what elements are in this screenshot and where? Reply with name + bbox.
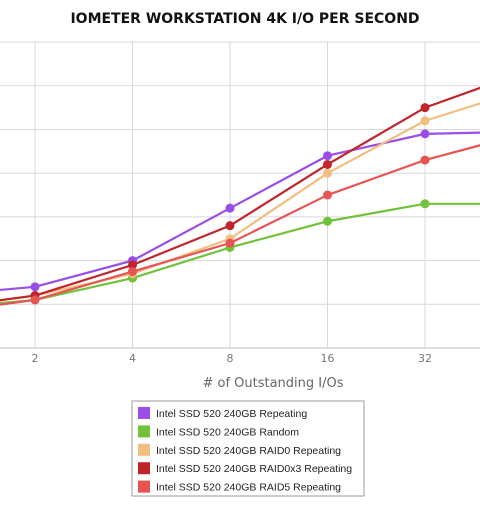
series-1 bbox=[0, 199, 480, 305]
legend-label: Intel SSD 520 240GB RAID5 Repeating bbox=[156, 482, 341, 494]
data-point bbox=[225, 238, 235, 248]
legend-label: Intel SSD 520 240GB Random bbox=[156, 426, 299, 438]
series-4 bbox=[0, 144, 480, 306]
data-point bbox=[323, 151, 332, 161]
series-line bbox=[0, 86, 480, 302]
legend-swatch bbox=[138, 425, 150, 438]
chart-title: IOMETER WORKSTATION 4K I/O PER SECOND bbox=[70, 11, 419, 27]
data-point bbox=[420, 155, 430, 165]
x-tick-label: 8 bbox=[227, 352, 234, 365]
data-point bbox=[323, 190, 332, 200]
legend-label: Intel SSD 520 240GB Repeating bbox=[156, 408, 307, 420]
legend-box bbox=[131, 400, 365, 497]
data-point bbox=[323, 168, 332, 178]
series-lines bbox=[0, 86, 480, 306]
x-axis-label: # of Outstanding I/Os bbox=[202, 376, 343, 391]
data-point bbox=[30, 282, 40, 292]
data-point bbox=[225, 203, 235, 213]
data-point bbox=[323, 216, 332, 226]
legend-label: Intel SSD 520 240GB RAID0 Repeating bbox=[156, 445, 341, 457]
legend-swatch bbox=[138, 480, 150, 493]
data-point bbox=[420, 129, 430, 139]
x-tick-label: 32 bbox=[418, 352, 432, 365]
grid bbox=[0, 41, 480, 349]
data-point bbox=[323, 159, 332, 169]
x-tick-label: 16 bbox=[321, 352, 335, 365]
data-point bbox=[128, 260, 137, 270]
x-axis-ticks: 2 4 8 16 32 bbox=[32, 352, 433, 365]
data-point bbox=[128, 267, 137, 277]
data-point bbox=[30, 295, 40, 305]
series-3 bbox=[0, 86, 480, 302]
data-point bbox=[420, 199, 430, 209]
series-line bbox=[0, 131, 480, 292]
data-point bbox=[420, 116, 430, 126]
legend: Intel SSD 520 240GB Repeating Intel SSD 5… bbox=[131, 400, 365, 497]
data-point bbox=[420, 103, 430, 113]
legend-swatch bbox=[138, 443, 150, 456]
legend-label: Intel SSD 520 240GB RAID0x3 Repeating bbox=[156, 463, 352, 475]
series-0 bbox=[0, 129, 480, 292]
legend-swatch bbox=[138, 462, 150, 475]
data-point bbox=[225, 221, 235, 231]
legend-swatch bbox=[138, 407, 150, 419]
x-tick-label: 4 bbox=[129, 352, 136, 365]
x-tick-label: 2 bbox=[32, 352, 39, 365]
